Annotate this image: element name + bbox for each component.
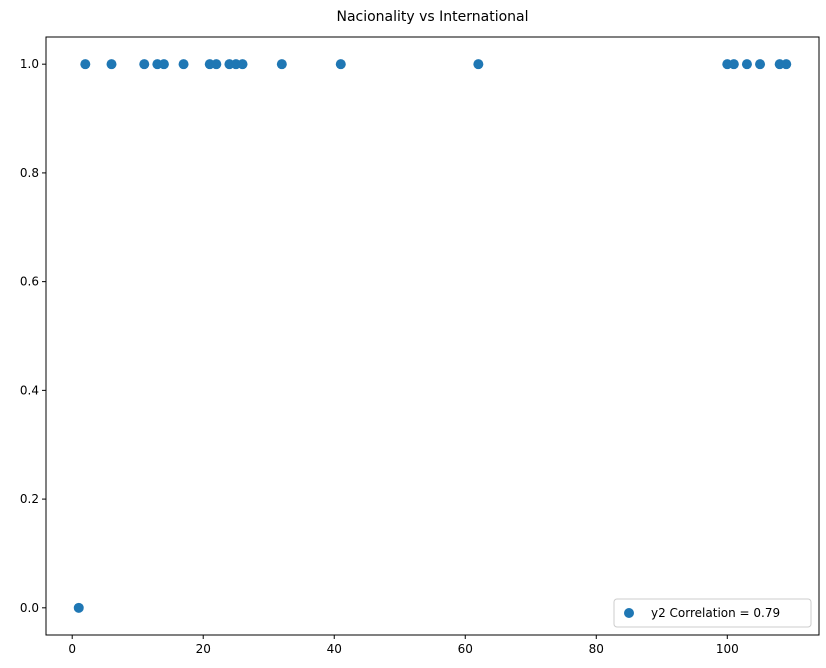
x-tick-label: 20 bbox=[196, 642, 211, 656]
data-point bbox=[211, 59, 222, 70]
legend-marker bbox=[624, 608, 634, 618]
legend-box bbox=[613, 598, 812, 628]
data-point bbox=[237, 59, 248, 70]
data-point bbox=[158, 59, 169, 70]
plot-area: 0 20 40 60 80 100 0.0 0.2 0.4 0.6 0.8 1.0 bbox=[20, 36, 820, 656]
x-tick-label: 80 bbox=[589, 642, 604, 656]
data-point bbox=[741, 59, 752, 70]
data-point bbox=[473, 59, 484, 70]
x-tick-label: 100 bbox=[716, 642, 739, 656]
y-tick-label: 0.0 bbox=[20, 601, 39, 615]
data-point bbox=[276, 59, 287, 70]
y-tick-label: 1.0 bbox=[20, 57, 39, 71]
data-point bbox=[755, 59, 766, 70]
data-point bbox=[335, 59, 346, 70]
x-tick-label: 0 bbox=[68, 642, 76, 656]
legend: y2 Correlation = 0.79 bbox=[613, 598, 812, 628]
y-tick-label: 0.8 bbox=[20, 166, 39, 180]
y-tick-label: 0.6 bbox=[20, 275, 39, 289]
axes-frame bbox=[45, 36, 820, 636]
data-point bbox=[73, 602, 84, 613]
data-point bbox=[139, 59, 150, 70]
data-point bbox=[781, 59, 792, 70]
y-axis: 0.0 0.2 0.4 0.6 0.8 1.0 bbox=[20, 57, 46, 615]
data-point bbox=[178, 59, 189, 70]
y-tick-label: 0.2 bbox=[20, 492, 39, 506]
data-point bbox=[80, 59, 91, 70]
x-axis: 0 20 40 60 80 100 bbox=[68, 635, 739, 656]
x-tick-label: 40 bbox=[327, 642, 342, 656]
data-point bbox=[728, 59, 739, 70]
legend-label: y2 Correlation = 0.79 bbox=[651, 606, 780, 620]
data-points bbox=[73, 59, 792, 613]
data-point bbox=[106, 59, 117, 70]
y-tick-label: 0.4 bbox=[20, 383, 39, 397]
x-tick-label: 60 bbox=[458, 642, 473, 656]
chart-title: Nacionality vs International bbox=[336, 9, 528, 25]
